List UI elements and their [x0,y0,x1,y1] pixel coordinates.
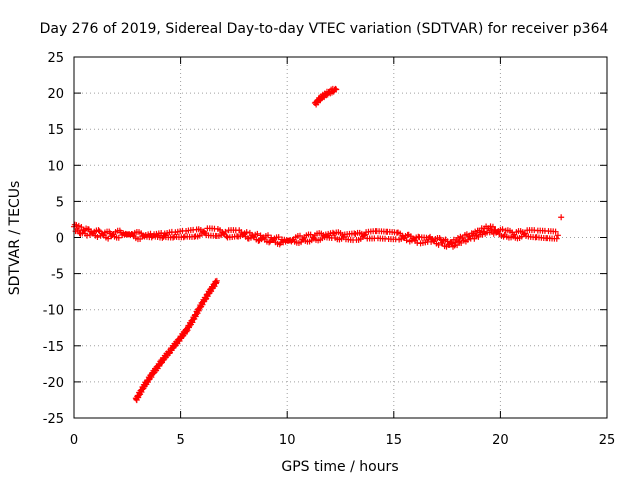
data-point [85,226,102,241]
data-point [160,228,177,241]
data-point [235,227,251,242]
y-tick-label: 5 [56,195,64,210]
data-point [192,226,209,240]
data-point [166,336,181,356]
data-point [107,227,123,241]
data-point [175,326,190,345]
x-tick-label: 10 [279,433,296,448]
y-tick-label: -10 [43,304,64,319]
data-point [149,229,166,241]
y-tick-label: -25 [43,412,64,427]
data-point [554,232,561,239]
data-point [299,231,315,245]
y-tick-label: -20 [43,376,64,391]
data-point [437,236,454,250]
x-tick-label: 15 [386,433,403,448]
x-tick-label: 0 [70,433,78,448]
y-tick-label: -5 [51,268,64,283]
data-point [267,234,283,248]
y-tick-labels: -25 -20 -15 -10 -5 0 5 10 15 20 25 [43,51,64,427]
data-point [448,233,465,250]
data-point [395,229,411,244]
x-axis-label: GPS time / hours [281,459,398,475]
series-lower-arc [132,277,220,404]
y-tick-label: 25 [47,51,64,66]
data-point [352,229,369,243]
axis-ticks [73,56,608,419]
data-points [71,85,565,404]
data-point [213,226,230,240]
series-main-track [71,221,561,250]
data-point [158,348,173,366]
y-tick-label: 15 [47,123,64,138]
data-point [309,230,326,244]
data-point [149,358,164,377]
data-point [320,229,336,241]
data-point [341,230,358,244]
data-point [486,223,499,237]
y-tick-label: -15 [43,340,64,355]
data-point [96,228,113,242]
chart-title: Day 276 of 2019, Sidereal Day-to-day VTE… [40,21,609,37]
y-tick-label: 10 [47,159,64,174]
data-point [493,226,507,240]
data-point [171,227,187,241]
data-point [256,232,273,246]
data-point [324,86,335,98]
data-point [544,228,560,242]
data-point [427,233,443,248]
x-tick-label: 5 [176,433,184,448]
y-axis-label: SDTVAR / TECUs [7,181,23,296]
series-outlier [558,214,565,221]
y-tick-label: 0 [56,232,64,247]
data-point [288,232,305,246]
data-point [128,228,145,243]
data-point [213,277,220,284]
x-tick-label: 20 [492,433,509,448]
series-upper-arc [311,85,340,108]
data-point [558,214,565,221]
y-tick-label: 20 [47,87,64,102]
data-point [333,86,340,93]
data-point [139,230,155,241]
data-point [405,231,422,246]
data-point [501,227,518,241]
data-point [190,305,203,323]
grid-lines [74,57,607,418]
data-point [512,228,528,242]
x-tick-labels: 0 5 10 15 20 25 [70,433,615,448]
data-point [416,234,432,247]
x-tick-label: 25 [599,433,616,448]
data-point [183,316,196,334]
data-point [245,229,262,244]
